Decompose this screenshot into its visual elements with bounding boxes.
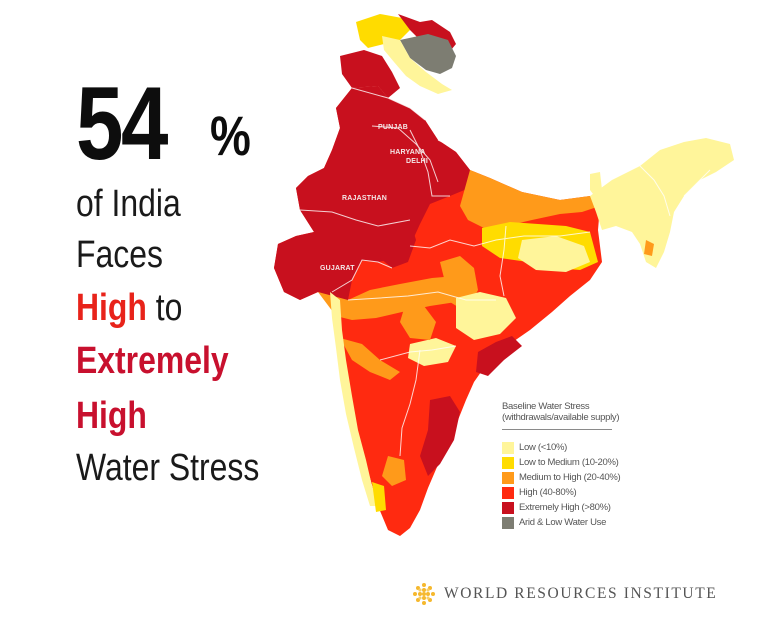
- legend-label-extremely-high: Extremely High (>80%): [519, 502, 611, 513]
- map-region-himalaya-low: [382, 36, 452, 94]
- stat-number: 54: [76, 66, 168, 182]
- map-region-northwest: [274, 86, 474, 304]
- to-word: to: [155, 287, 183, 329]
- label-haryana: HARYANA: [390, 149, 426, 156]
- headline-line-5: High: [76, 395, 147, 437]
- headline-line-2: Faces: [76, 234, 163, 276]
- map-region-deccan-orange: [340, 338, 400, 380]
- legend-swatch-low: [502, 441, 514, 454]
- legend-swatch-high: [502, 486, 514, 499]
- map-region-south-orange: [382, 456, 406, 486]
- legend-label-arid: Arid & Low Water Use: [519, 517, 607, 528]
- map-region-central-orange: [318, 276, 470, 320]
- wri-footer: WORLD RESOURCES INSTITUTE: [412, 582, 717, 606]
- legend-label-high: High (40-80%): [519, 487, 577, 498]
- stat-unit: %: [210, 104, 251, 167]
- legend-item-low: Low (<10%): [502, 440, 642, 455]
- legend-swatch-low-medium: [502, 456, 514, 469]
- map-region-southeast-dark: [420, 396, 460, 476]
- label-punjab: PUNJAB: [378, 124, 408, 131]
- legend-divider: [502, 429, 612, 430]
- headline-line-3: High to: [76, 289, 182, 327]
- map-region-ladakh-arid: [400, 34, 456, 74]
- legend-title: Baseline Water Stress: [502, 401, 590, 412]
- map-region-sikkim: [590, 172, 602, 198]
- headline-line-6: Water Stress: [76, 447, 260, 489]
- legend-item-medium-high: Medium to High (20-40%): [502, 470, 642, 485]
- label-gujarat: GUJARAT: [320, 265, 355, 272]
- legend-subtitle: (withdrawals/available supply): [502, 412, 620, 423]
- map-region-jk-red: [340, 50, 400, 98]
- map-region-northeast: [590, 138, 734, 268]
- legend-item-low-medium: Low to Medium (10-20%): [502, 455, 642, 470]
- map-region-central-dark: [378, 220, 416, 268]
- map-region-west-coast: [330, 292, 378, 506]
- legend-swatch-arid: [502, 516, 514, 529]
- legend-item-extremely-high: Extremely High (>80%): [502, 500, 642, 515]
- map-region-deccan-yellow: [408, 338, 456, 366]
- map-legend: Baseline Water Stress (withdrawals/avail…: [502, 401, 642, 530]
- legend-label-low-medium: Low to Medium (10-20%): [519, 457, 619, 468]
- legend-swatch-extremely-high: [502, 501, 514, 514]
- legend-item-high: High (40-80%): [502, 485, 642, 500]
- state-boundaries: [299, 87, 711, 457]
- map-region-east-coast-dark: [476, 336, 522, 376]
- wri-logo-icon: [413, 583, 435, 605]
- legend-item-arid: Arid & Low Water Use: [502, 515, 642, 530]
- headline-line-1: of India: [76, 183, 181, 225]
- organization-name: WORLD RESOURCES INSTITUTE: [444, 585, 718, 602]
- map-region-central-orange-3: [400, 302, 436, 340]
- headline-line-4: Extremely: [76, 340, 229, 382]
- label-rajasthan: RAJASTHAN: [342, 195, 387, 202]
- india-water-stress-map: PUNJAB HARYANA DELHI RAJASTHAN GUJARAT: [260, 0, 760, 560]
- high-emphasis: High: [76, 287, 147, 329]
- label-delhi: DELHI: [406, 158, 428, 165]
- legend-label-low: Low (<10%): [519, 442, 567, 453]
- legend-swatch-medium-high: [502, 471, 514, 484]
- headline-stat: 54 %: [76, 66, 251, 182]
- map-region-ne-orange: [644, 240, 654, 256]
- map-region-deccan-low: [456, 292, 516, 340]
- map-region-tip-yellow: [372, 482, 386, 512]
- map-region-east-orange: [460, 170, 600, 228]
- map-region-east-low: [518, 236, 590, 272]
- legend-label-medium-high: Medium to High (20-40%): [519, 472, 621, 483]
